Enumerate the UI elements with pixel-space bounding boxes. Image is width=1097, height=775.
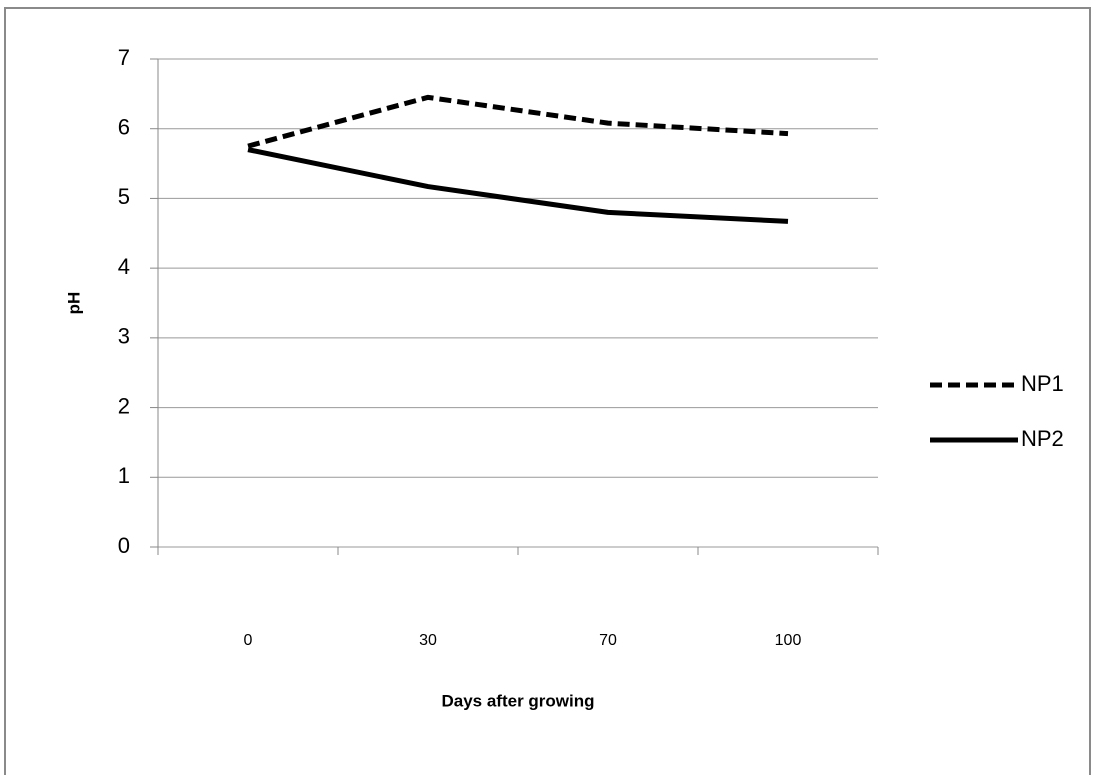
y-tick-label: 3 — [118, 324, 130, 349]
chart-frame — [5, 8, 1090, 775]
series-line — [248, 150, 788, 222]
y-axis-title: pH — [64, 292, 83, 315]
y-tick-label: 4 — [118, 254, 130, 279]
x-axis-title: Days after growing — [441, 691, 594, 710]
y-tick-label: 7 — [118, 45, 130, 70]
page: {"chart_data": {"type": "line", "x_label… — [0, 0, 1097, 775]
x-tick-label: 100 — [775, 632, 802, 649]
chart: Days after growing pH 0123456703070100NP… — [0, 0, 1097, 775]
x-tick-label: 30 — [419, 632, 437, 649]
x-tick-label: 70 — [599, 632, 617, 649]
y-tick-label: 0 — [118, 533, 130, 558]
y-tick-label: 5 — [118, 184, 130, 209]
legend-label: NP1 — [1021, 371, 1064, 396]
y-tick-label: 2 — [118, 393, 130, 418]
y-tick-label: 1 — [118, 463, 130, 488]
legend-label: NP2 — [1021, 426, 1064, 451]
series-line — [248, 97, 788, 146]
y-tick-label: 6 — [118, 115, 130, 140]
x-tick-label: 0 — [244, 632, 253, 649]
